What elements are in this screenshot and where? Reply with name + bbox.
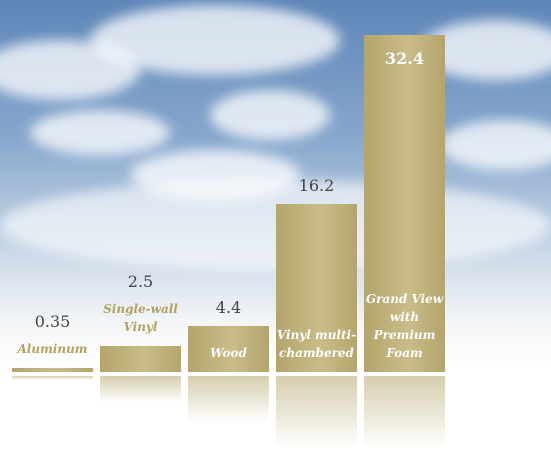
cloud xyxy=(440,120,551,170)
value-label: 32.4 xyxy=(385,49,424,68)
category-label: Aluminum xyxy=(17,342,88,357)
value-label: 0.35 xyxy=(34,312,71,332)
category-label: Single-wall Vinyl xyxy=(103,302,178,334)
bar-column: Single-wall Vinyl 2.5 xyxy=(100,0,181,449)
bar-reflection xyxy=(12,376,93,380)
category-label: Wood xyxy=(210,346,247,360)
bar-reflection xyxy=(364,376,445,449)
cloud xyxy=(210,90,330,140)
bar-reflection xyxy=(276,376,357,449)
category-label: Grand View with Premium Foam xyxy=(365,292,444,360)
value-label: 16.2 xyxy=(298,175,335,195)
bar-reflection xyxy=(188,376,269,422)
bar-column: Grand View with Premium Foam 32.4 xyxy=(364,0,445,449)
bar-column: Wood 4.4 xyxy=(188,0,269,449)
bar-column: Vinyl multi-chambered 16.2 xyxy=(276,0,357,449)
bar xyxy=(188,326,269,372)
value-label: 4.4 xyxy=(215,298,242,318)
bar xyxy=(276,203,357,372)
bar xyxy=(12,368,93,372)
bar xyxy=(364,35,445,372)
bar-reflection xyxy=(100,376,181,402)
cloud xyxy=(90,5,340,75)
cloud xyxy=(30,110,170,155)
value-label: 2.5 xyxy=(127,271,154,291)
cloud xyxy=(0,180,551,270)
bar xyxy=(100,345,181,372)
category-label: Vinyl multi-chambered xyxy=(276,328,357,360)
bar-column: Aluminum 0.35 xyxy=(12,0,93,449)
